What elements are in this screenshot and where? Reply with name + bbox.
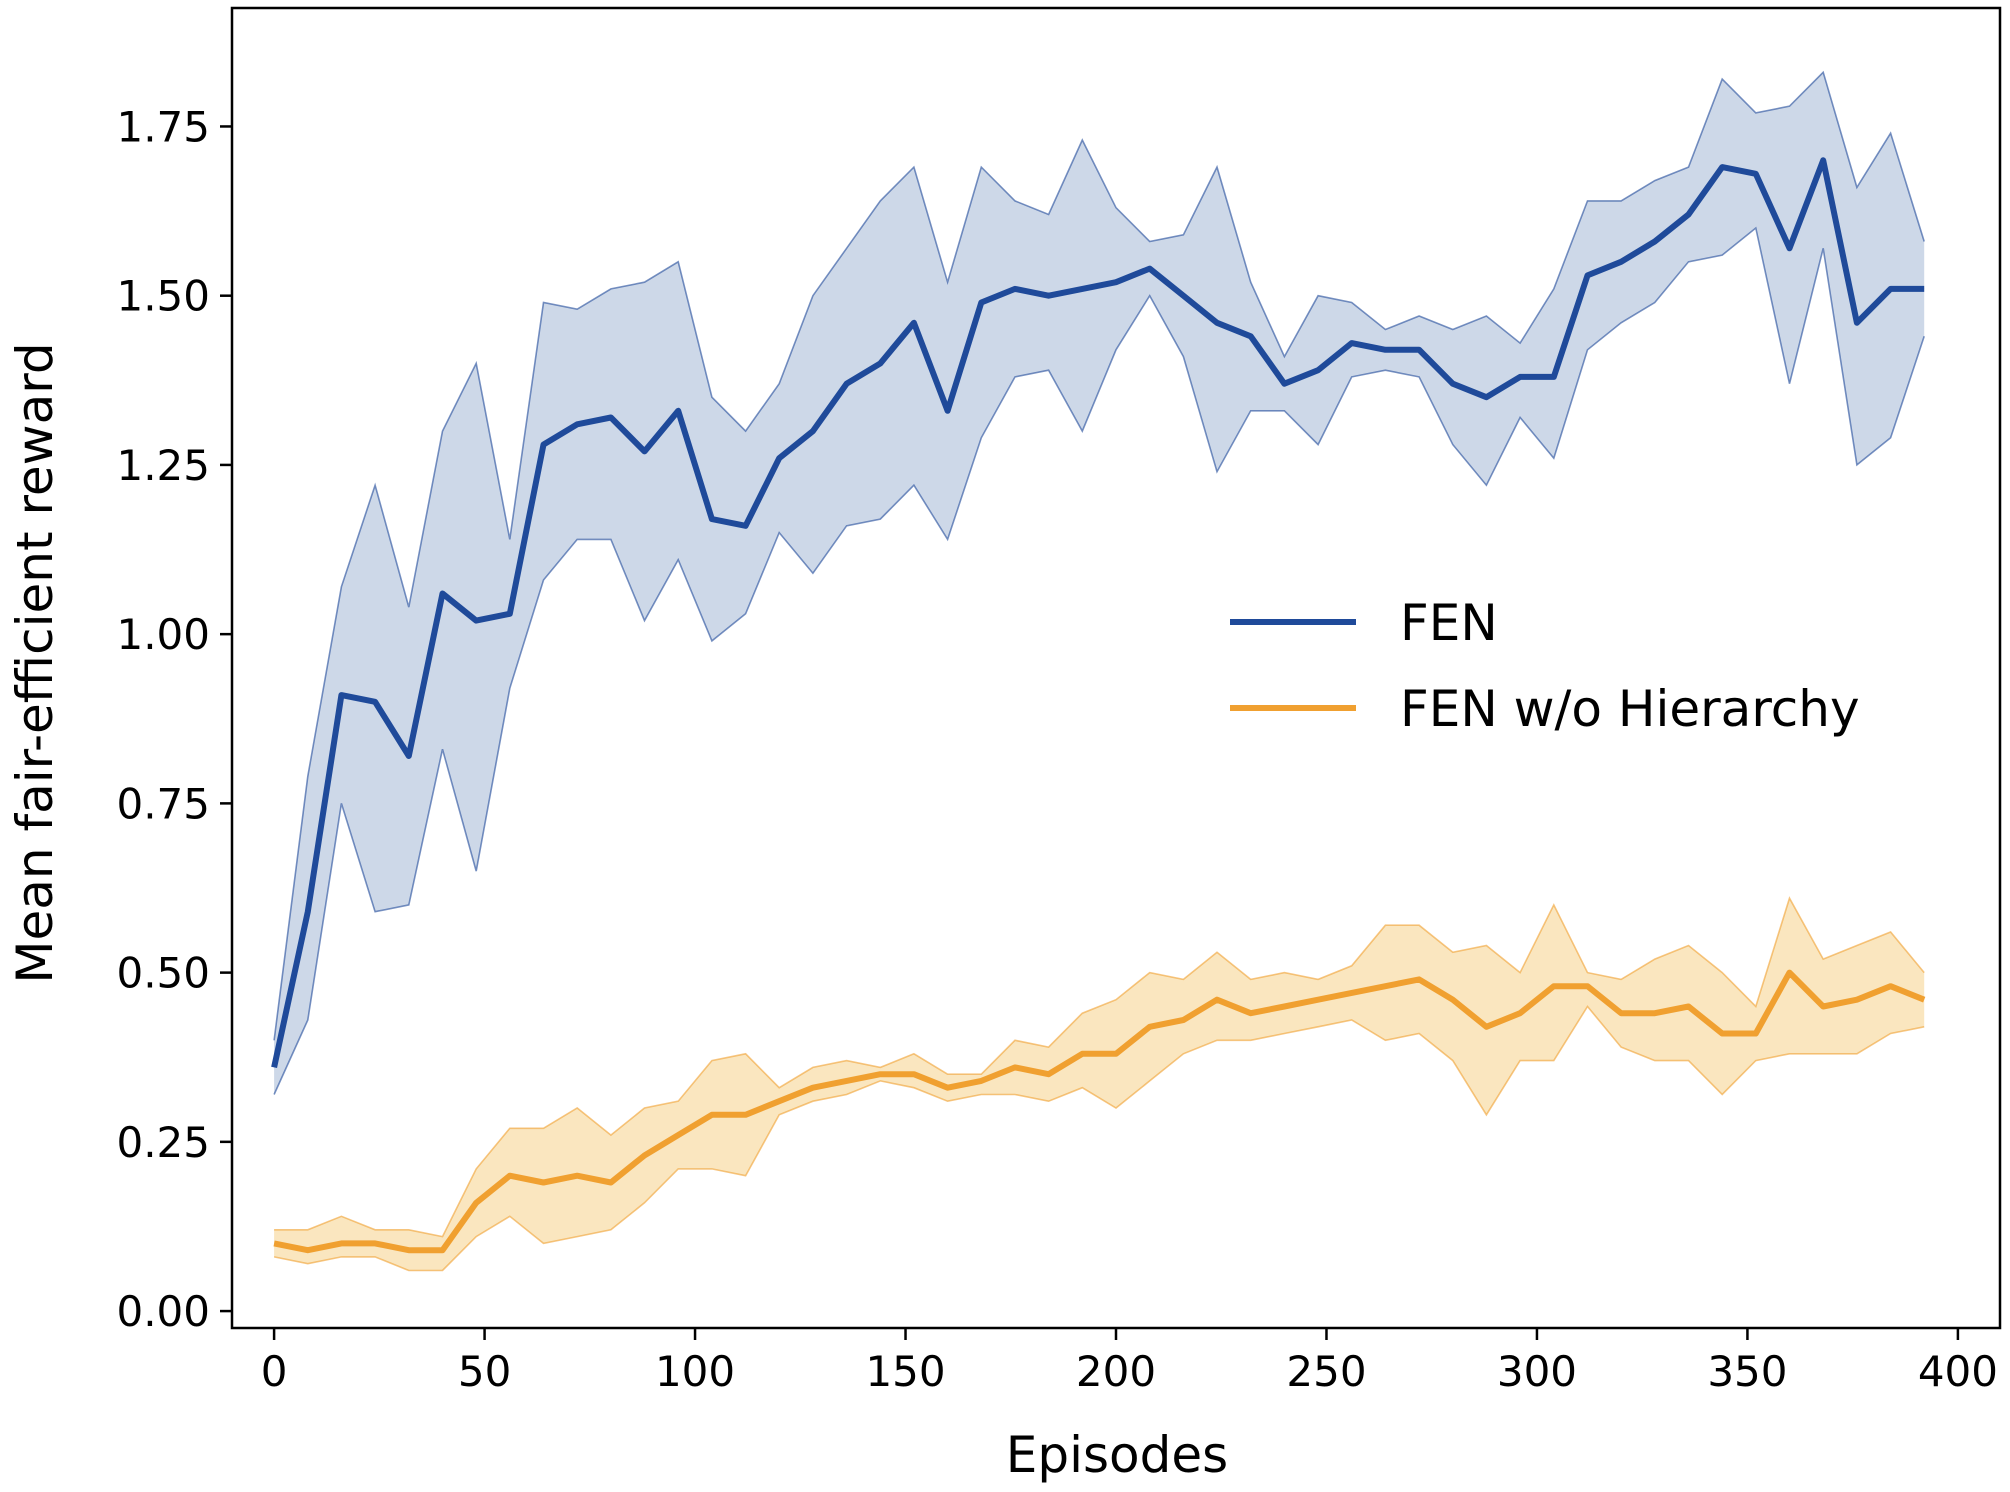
x-tick-label: 250	[1286, 1347, 1366, 1396]
confidence-bands	[273, 70, 1925, 1272]
legend: FEN FEN w/o Hierarchy	[1230, 594, 1860, 738]
series-lines	[271, 157, 1926, 1254]
x-tick-label: 50	[458, 1347, 511, 1396]
band-upper-edge-fen-w-o-hierarchy	[274, 896, 1925, 1238]
legend-label-fen: FEN	[1400, 594, 1498, 652]
x-tick-label: 300	[1497, 1347, 1577, 1396]
band-fen	[274, 72, 1925, 1095]
x-axis-label: Episodes	[1006, 1426, 1228, 1484]
x-tick-label: 350	[1707, 1347, 1787, 1396]
y-tick-label: 0.75	[116, 779, 210, 828]
band-lower-edge-fen	[273, 226, 1925, 1095]
y-tick-label: 1.00	[116, 610, 210, 659]
y-tick-label: 0.50	[116, 949, 210, 998]
y-tick-label: 1.25	[116, 441, 210, 490]
y-axis-label: Mean fair-efficient reward	[6, 342, 64, 983]
band-upper-edge-fen	[273, 70, 1925, 1041]
x-tick-label: 100	[655, 1347, 735, 1396]
legend-label-fen-w-o-hierarchy: FEN w/o Hierarchy	[1400, 680, 1860, 738]
y-tick-label: 1.50	[116, 272, 210, 321]
band-lower-edge-fen-w-o-hierarchy	[273, 1005, 1925, 1272]
x-tick-label: 0	[261, 1347, 288, 1396]
x-tick-label: 150	[865, 1347, 945, 1396]
y-tick-label: 0.25	[116, 1118, 210, 1167]
band-fen-w-o-hierarchy	[274, 898, 1925, 1271]
y-tick-label: 1.75	[116, 102, 210, 151]
series-line-fen	[271, 157, 1925, 1069]
series-line-fen-w-o-hierarchy	[273, 969, 1926, 1254]
x-tick-label: 200	[1076, 1347, 1156, 1396]
y-tick-label: 0.00	[116, 1287, 210, 1336]
axes: 0 50 100 150 200 250 300 350 400 0.00 0.25 0.50 0.75…	[116, 6, 2002, 1396]
x-tick-label: 400	[1918, 1347, 1998, 1396]
